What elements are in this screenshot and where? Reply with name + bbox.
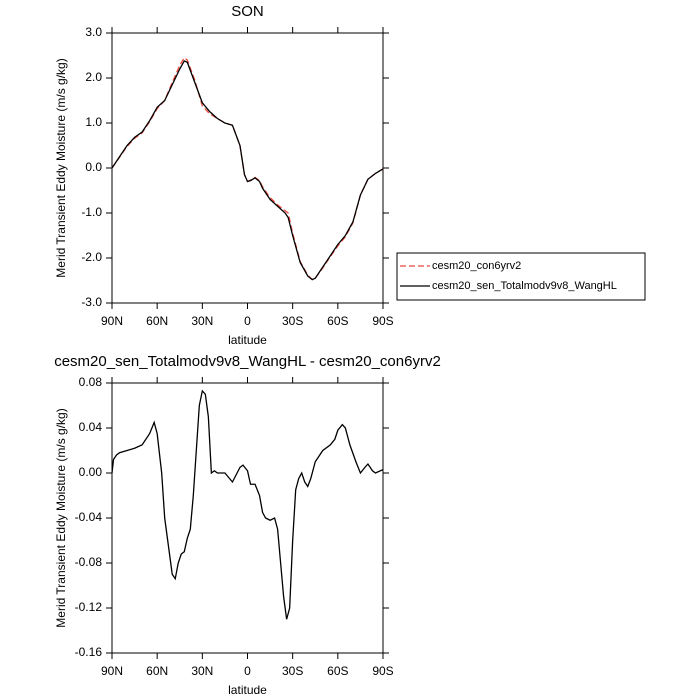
x-tick-label: 60N (146, 314, 168, 328)
x-tick-label: 60S (327, 664, 348, 678)
x-tick-label: 0 (244, 664, 251, 678)
plot-frame (111, 32, 384, 304)
y-tick-label: 0.04 (79, 420, 103, 434)
data-line (111, 60, 384, 281)
x-tick-label: 60N (146, 664, 168, 678)
x-tick-label: 90S (372, 314, 393, 328)
x-tick-label: 90S (372, 664, 393, 678)
y-tick-label: -0.04 (75, 510, 103, 524)
x-tick-label: 30S (282, 314, 303, 328)
y-tick-label: 0.00 (79, 465, 103, 479)
y-tick-label: -0.08 (75, 555, 103, 569)
y-tick-label: -0.16 (75, 645, 103, 659)
y-tick-label: -2.0 (81, 250, 102, 264)
x-tick-label: 30N (191, 314, 213, 328)
legend-label: cesm20_sen_Totalmodv9v8_WangHL (432, 280, 617, 292)
y-axis-label: Merid Transient Eddy Moisture (m/s g/kg) (54, 408, 68, 627)
y-tick-label: -1.0 (81, 205, 102, 219)
x-axis-label: latitude (228, 683, 267, 697)
chart-title: cesm20_sen_Totalmodv9v8_WangHL - cesm20_… (54, 353, 441, 370)
x-tick-label: 90N (101, 664, 123, 678)
legend-label: cesm20_con6yrv2 (432, 260, 521, 272)
y-axis-label: Merid Transient Eddy Moisture (m/s g/kg) (54, 58, 68, 277)
y-tick-label: 0.0 (85, 160, 102, 174)
data-line (111, 56, 384, 281)
y-tick-label: -0.12 (75, 600, 103, 614)
y-tick-label: 1.0 (85, 115, 102, 129)
y-tick-label: 0.08 (79, 375, 103, 389)
y-tick-label: 2.0 (85, 70, 102, 84)
x-tick-label: 60S (327, 314, 348, 328)
x-tick-label: 0 (244, 314, 251, 328)
x-tick-label: 30N (191, 664, 213, 678)
x-tick-label: 30S (282, 664, 303, 678)
y-tick-label: 3.0 (85, 25, 102, 39)
chart-title: SON (231, 3, 264, 20)
y-tick-label: -3.0 (81, 295, 102, 309)
x-axis-label: latitude (228, 333, 267, 347)
plot-frame (111, 382, 384, 654)
x-tick-label: 90N (101, 314, 123, 328)
data-line (111, 389, 384, 620)
legend-box (396, 252, 646, 301)
